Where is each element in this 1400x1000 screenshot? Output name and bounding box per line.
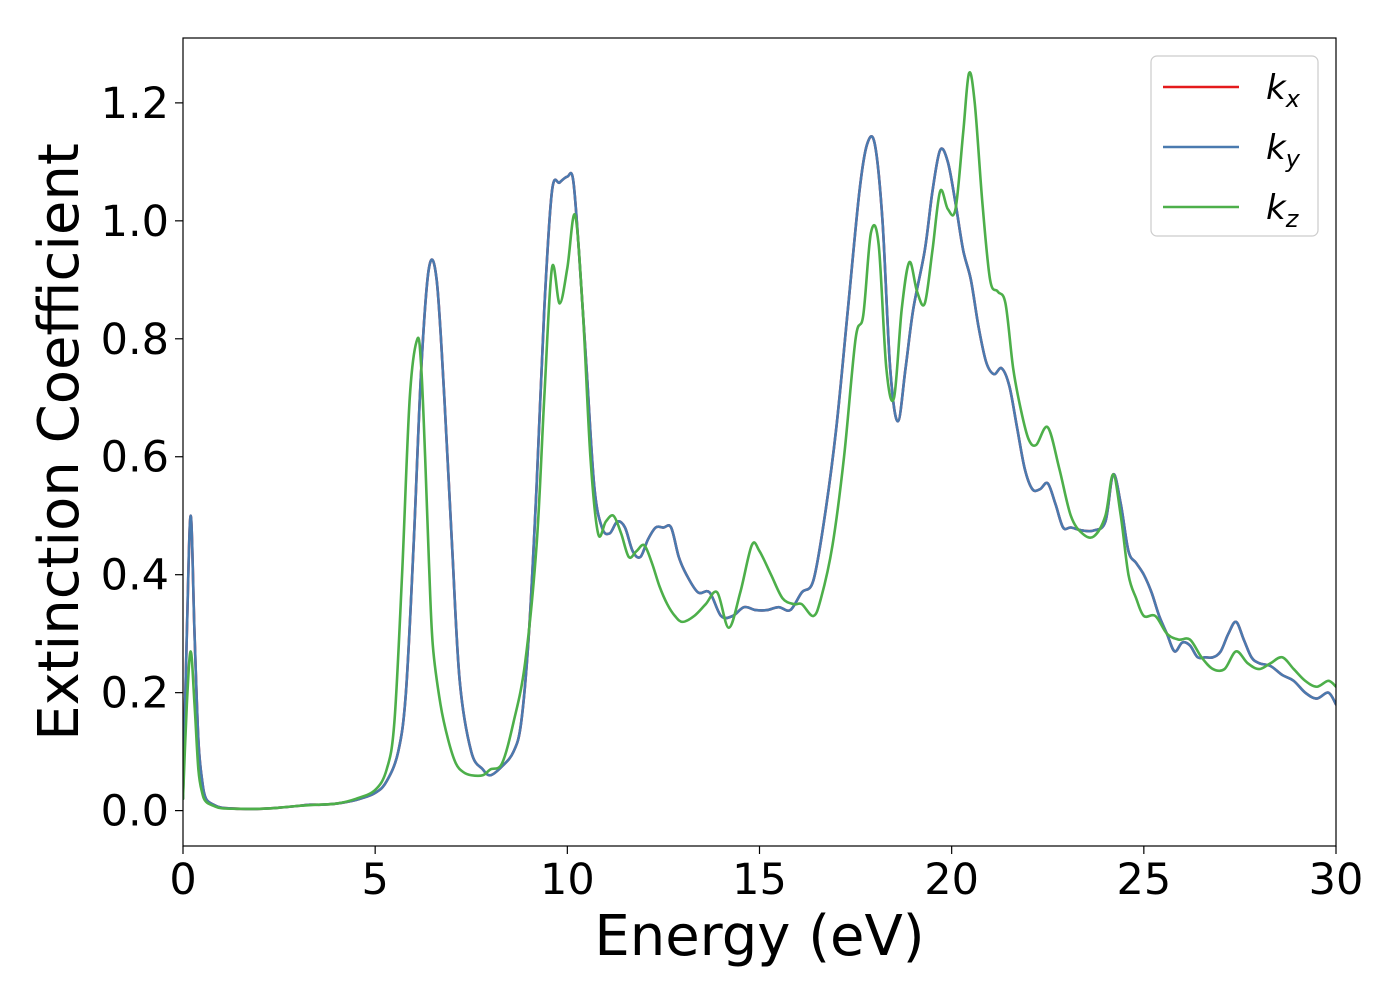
y-tick-label: 0.0 bbox=[101, 787, 169, 837]
legend-item-k-x: kx bbox=[1163, 68, 1301, 113]
y-tick-label: 1.2 bbox=[101, 79, 169, 129]
y-axis-ticks: 0.0 0.2 0.4 0.6 0.8 1.0 1.2 bbox=[101, 79, 183, 837]
legend-item-k-y: ky bbox=[1163, 128, 1301, 173]
x-tick-label: 0 bbox=[169, 855, 196, 905]
legend-item-k-z: kz bbox=[1163, 188, 1300, 233]
x-tick-label: 10 bbox=[540, 855, 595, 905]
series-line-k-z bbox=[183, 71, 1336, 811]
legend-label: kz bbox=[1266, 188, 1300, 233]
y-tick-label: 1.0 bbox=[101, 197, 169, 247]
plot-lines bbox=[183, 71, 1336, 811]
series-line-k-y bbox=[183, 135, 1336, 811]
y-tick-label: 0.2 bbox=[101, 669, 169, 719]
y-tick-label: 0.4 bbox=[101, 551, 169, 601]
x-axis-title: Energy (eV) bbox=[594, 904, 924, 969]
legend: kx ky kz bbox=[1150, 55, 1319, 237]
y-tick-label: 0.8 bbox=[101, 315, 169, 365]
x-axis-ticks: 0 5 10 15 20 25 30 bbox=[169, 846, 1363, 905]
x-tick-label: 20 bbox=[924, 855, 979, 905]
y-axis-title: Extinction Coefficient bbox=[27, 143, 92, 741]
x-tick-label: 5 bbox=[361, 855, 388, 905]
x-tick-label: 30 bbox=[1309, 855, 1364, 905]
y-tick-label: 0.6 bbox=[101, 433, 169, 483]
legend-label: ky bbox=[1266, 128, 1301, 173]
x-tick-label: 15 bbox=[732, 855, 787, 905]
x-tick-label: 25 bbox=[1116, 855, 1171, 905]
legend-label: kx bbox=[1266, 68, 1301, 113]
